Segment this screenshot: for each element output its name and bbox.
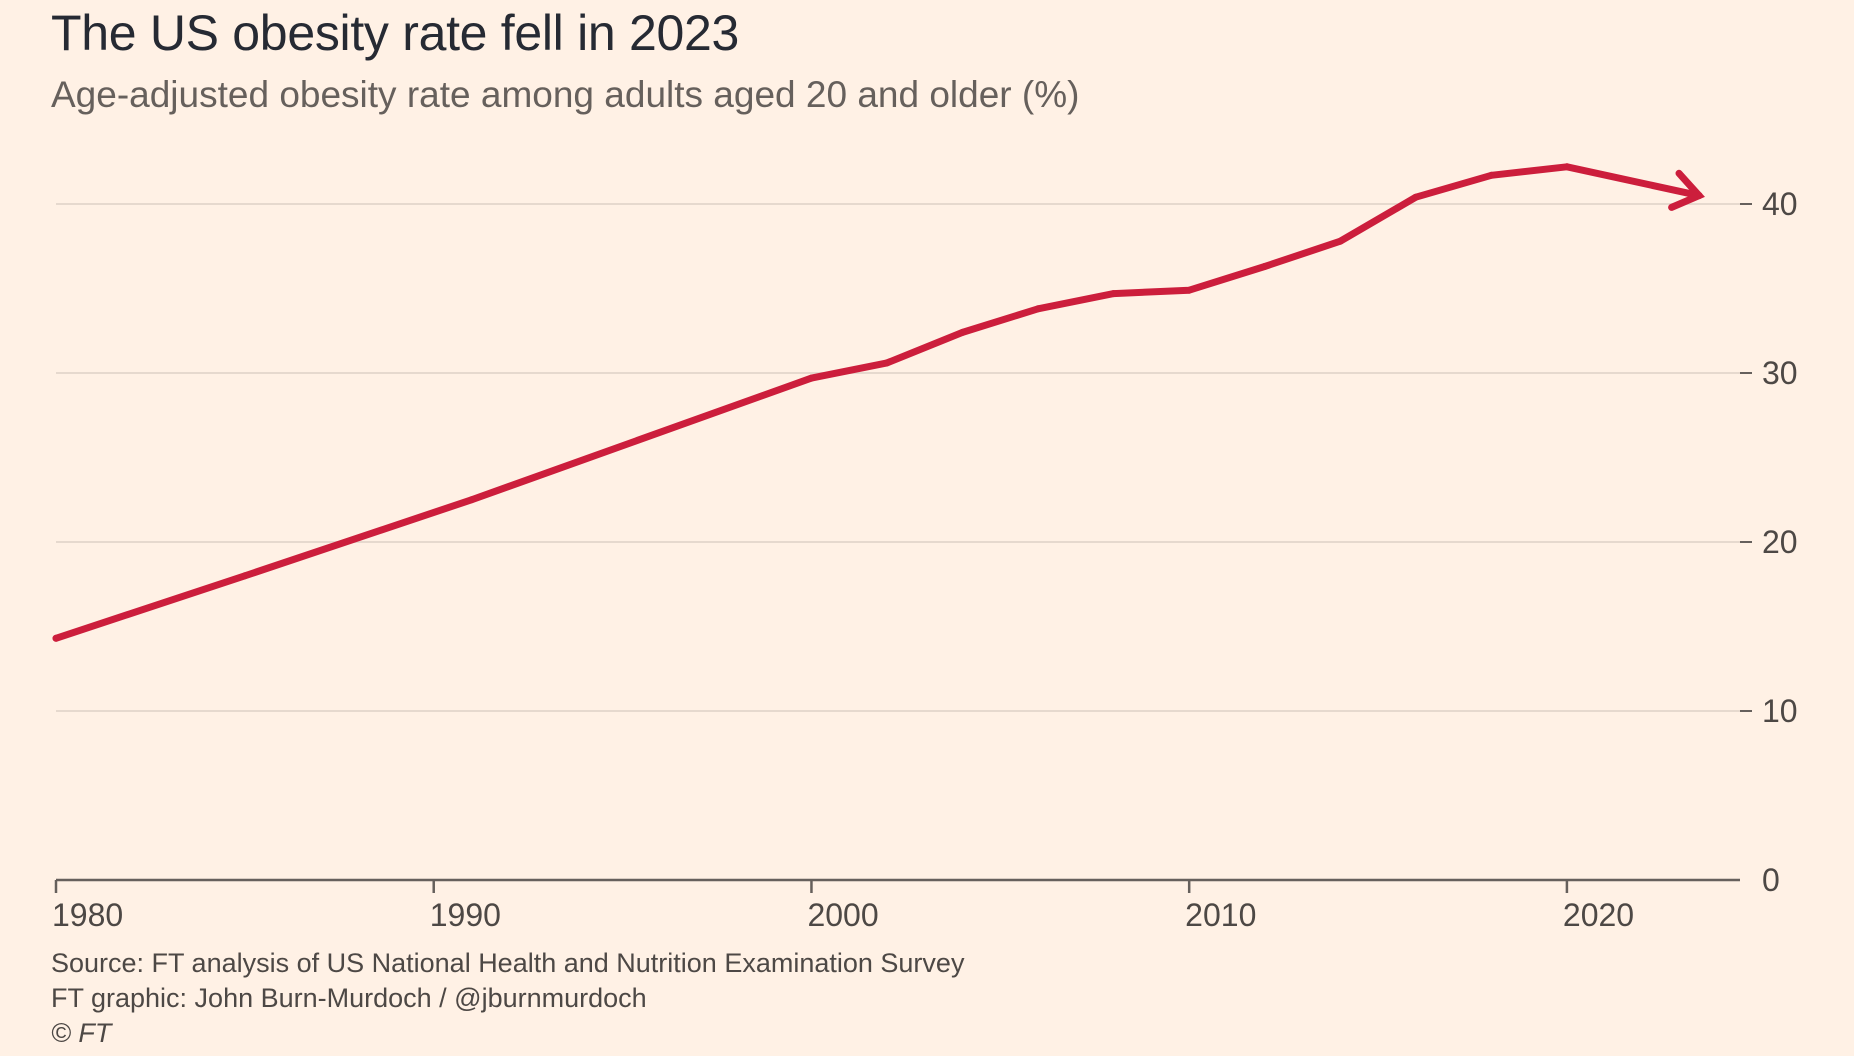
data-point-1985 bbox=[241, 572, 249, 580]
data-point-2014 bbox=[1336, 237, 1344, 245]
source-note: Source: FT analysis of US National Healt… bbox=[51, 948, 965, 978]
y-tick-label-40: 40 bbox=[1762, 186, 1798, 222]
y-axis: 0 10 20 30 40 bbox=[1740, 186, 1798, 898]
x-tick-label-2020: 2020 bbox=[1563, 897, 1634, 933]
graphic-credit: FT graphic: John Burn-Murdoch / @jburnmu… bbox=[51, 983, 647, 1013]
x-tick-label-1990: 1990 bbox=[430, 897, 501, 933]
data-point-2018 bbox=[1487, 171, 1495, 179]
y-tick-label-30: 30 bbox=[1762, 355, 1798, 391]
data-point-2016 bbox=[1412, 193, 1420, 201]
x-tick-label-1980: 1980 bbox=[52, 897, 123, 933]
data-point-2012 bbox=[1261, 263, 1269, 270]
data-point-2004 bbox=[959, 328, 966, 336]
data-point-2006 bbox=[1034, 305, 1042, 313]
chart-subtitle: Age-adjusted obesity rate among adults a… bbox=[51, 74, 1080, 115]
y-tick-label-10: 10 bbox=[1762, 693, 1798, 729]
gridlines bbox=[56, 203, 1740, 712]
data-point-2010 bbox=[1185, 286, 1193, 294]
copyright-note: © FT bbox=[51, 1018, 112, 1048]
series-line-0 bbox=[52, 163, 1703, 642]
x-tick-label-2000: 2000 bbox=[807, 897, 878, 933]
data-point-1991 bbox=[468, 496, 475, 504]
series-layer bbox=[52, 163, 1705, 642]
data-point-2023.5 bbox=[1695, 192, 1703, 200]
y-tick-label-0: 0 bbox=[1762, 862, 1780, 898]
y-tick-label-20: 20 bbox=[1762, 524, 1798, 560]
x-tick-label-2010: 2010 bbox=[1185, 897, 1256, 933]
x-axis: 1980 1990 2000 2010 2020 bbox=[52, 878, 1740, 933]
data-point-2002 bbox=[883, 359, 891, 367]
data-point-1980 bbox=[52, 634, 60, 642]
data-point-2020 bbox=[1563, 163, 1571, 171]
chart-title: The US obesity rate fell in 2023 bbox=[51, 5, 740, 61]
data-point-2000 bbox=[808, 374, 815, 382]
data-point-2008 bbox=[1110, 290, 1118, 298]
